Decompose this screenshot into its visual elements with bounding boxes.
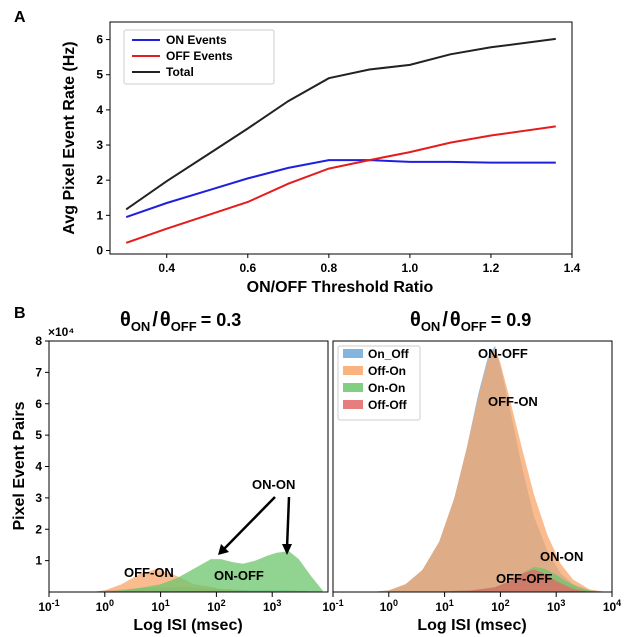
x-tick-label: 104 <box>603 598 621 614</box>
annotation-on-off: ON-OFF <box>214 568 264 583</box>
y-axis-label: Avg Pixel Event Rate (Hz) <box>61 41 78 234</box>
y-tick-label: 3 <box>35 491 42 505</box>
legend-label-on-on: On-On <box>368 381 405 395</box>
series-area-off-on <box>92 569 299 592</box>
area-chart-left: 1 2 3 4 5 6 7 8 10-1 100 101 102 103 ×10⁴ Log ISI (… <box>11 325 329 634</box>
legend-swatch-off-on <box>343 366 363 375</box>
y-tick-label: 7 <box>35 365 42 379</box>
legend-label-off-off: Off-Off <box>368 398 408 412</box>
y-tick-label: 1 <box>96 208 103 222</box>
x-tick-label: 101 <box>151 598 169 614</box>
series-area-on-on <box>99 551 323 592</box>
y-tick-label: 6 <box>35 397 42 411</box>
y-axis: 1 2 3 4 5 6 7 8 <box>35 334 49 568</box>
legend-label-off-on: Off-On <box>368 364 406 378</box>
y-tick-label: 2 <box>35 522 42 536</box>
legend: On_Off Off-On On-On Off-Off <box>337 345 421 421</box>
series-line-total <box>125 37 556 211</box>
legend-swatch-on-off <box>343 349 363 358</box>
y-tick-label: 1 <box>35 554 42 568</box>
x-tick-label: 1.0 <box>402 261 419 275</box>
y-axis: 0 1 2 3 4 5 6 <box>96 33 110 257</box>
y-tick-label: 4 <box>96 103 103 117</box>
annotation-on-on: ON-ON <box>540 549 583 564</box>
y-tick-label: 0 <box>96 243 103 257</box>
legend-label-on-events: ON Events <box>166 33 227 47</box>
x-axis-label: Log ISI (msec) <box>133 617 242 634</box>
x-tick-label: 103 <box>263 598 281 614</box>
y-tick-label: 2 <box>96 173 103 187</box>
x-axis-label: Log ISI (msec) <box>417 617 526 634</box>
plot-frame <box>109 21 573 255</box>
x-tick-label: 0.4 <box>158 261 175 275</box>
series-areas <box>372 345 607 592</box>
x-tick-label: 1.4 <box>564 261 581 275</box>
x-tick-label: 0.8 <box>320 261 337 275</box>
series-lines <box>125 37 556 244</box>
annotation-off-on: OFF-ON <box>488 394 538 409</box>
annotation-arrows <box>218 496 292 555</box>
legend-swatch-off-off <box>343 400 363 409</box>
legend-box <box>123 29 275 85</box>
y-axis-label: Pixel Event Pairs <box>11 401 28 530</box>
series-areas <box>92 551 323 592</box>
annotation-off-off: OFF-OFF <box>496 571 552 586</box>
series-line-off-events <box>125 125 556 244</box>
x-axis: 0.4 0.6 0.8 1.0 1.2 1.4 <box>158 254 581 275</box>
line-chart: 0 1 2 3 4 5 6 0.4 0.6 0.8 1.0 1.2 1.4 ON Events OFF… <box>61 21 581 296</box>
legend-label-off-events: OFF Events <box>166 49 233 63</box>
x-axis: 10-1 100 101 102 103 104 <box>322 592 621 614</box>
y-tick-label: 3 <box>96 138 103 152</box>
x-tick-label: 102 <box>491 598 509 614</box>
y-tick-label: 5 <box>35 428 42 442</box>
area-chart-right: 10-1 100 101 102 103 104 Log ISI (msec) On_Of… <box>322 340 621 634</box>
left-title: θON / θOFF = 0.3 <box>120 309 241 334</box>
series-line-on-events <box>125 159 556 219</box>
x-tick-label: 103 <box>547 598 565 614</box>
series-area-off-off <box>427 569 590 592</box>
legend-swatch-on-on <box>343 383 363 392</box>
panel-label-a: A <box>14 9 26 26</box>
y-tick-label: 4 <box>35 460 42 474</box>
series-area-off-on <box>372 348 607 592</box>
x-tick-label: 100 <box>96 598 114 614</box>
x-tick-label: 101 <box>435 598 453 614</box>
y-tick-label: 5 <box>96 68 103 82</box>
legend: ON Events OFF Events Total <box>123 29 275 85</box>
plot-frame <box>332 340 613 593</box>
x-tick-label: 10-1 <box>38 598 59 614</box>
x-axis-label: ON/OFF Threshold Ratio <box>247 279 434 296</box>
annotation-on-off: ON-OFF <box>478 346 528 361</box>
x-axis: 10-1 100 101 102 103 <box>38 592 281 614</box>
annotation-off-on: OFF-ON <box>124 565 174 580</box>
x-tick-label: 1.2 <box>483 261 500 275</box>
y-tick-label: 8 <box>35 334 42 348</box>
right-title: θON / θOFF = 0.9 <box>410 309 531 334</box>
y-scale-label: ×10⁴ <box>48 325 74 339</box>
panel-label-b: B <box>14 305 26 322</box>
legend-label-total: Total <box>166 65 194 79</box>
annotation-on-on: ON-ON <box>252 477 295 492</box>
x-tick-label: 10-1 <box>322 598 343 614</box>
y-tick-label: 6 <box>96 33 103 47</box>
x-tick-label: 102 <box>207 598 225 614</box>
legend-label-on-off: On_Off <box>368 347 410 361</box>
x-tick-label: 0.6 <box>239 261 256 275</box>
x-tick-label: 100 <box>380 598 398 614</box>
